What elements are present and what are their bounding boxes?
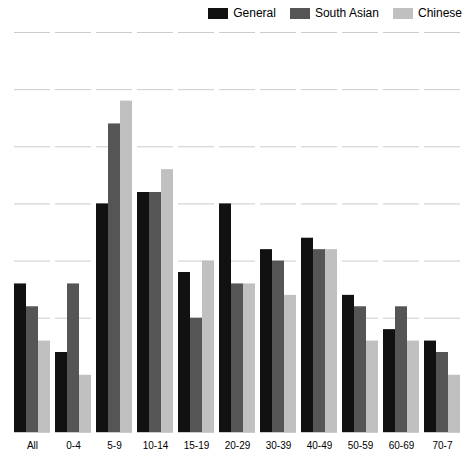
html-text:Chinese: Chinese — [418, 6, 462, 20]
svg-text:70-7: 70-7 — [432, 440, 452, 451]
svg-text:20-29: 20-29 — [225, 440, 251, 451]
svg-text:0-4: 0-4 — [66, 440, 81, 451]
svg-text:60-69: 60-69 — [389, 440, 415, 451]
svg-text:10-14: 10-14 — [143, 440, 169, 451]
svg-text:50-59: 50-59 — [348, 440, 374, 451]
svg-text:15-19: 15-19 — [184, 440, 210, 451]
html-text:South Asian: South Asian — [314, 6, 379, 20]
html-text:General: General — [233, 6, 276, 20]
svg-text:5-9: 5-9 — [107, 440, 122, 451]
svg-text:40-49: 40-49 — [307, 440, 333, 451]
svg-text:All: All — [27, 440, 38, 451]
svg-text:30-39: 30-39 — [266, 440, 292, 451]
